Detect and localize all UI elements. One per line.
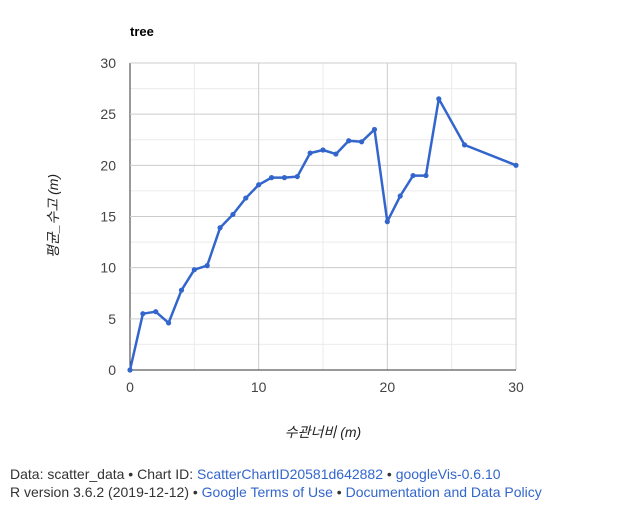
data-point[interactable]: [256, 182, 262, 188]
y-tick-label: 25: [100, 106, 116, 122]
data-point[interactable]: [153, 309, 159, 315]
data-point[interactable]: [384, 219, 390, 225]
data-point[interactable]: [191, 267, 197, 273]
y-tick-label: 30: [100, 55, 116, 71]
axis-tick-labels: 0 10 20 30 0 5 10 15 20 25 30: [100, 55, 524, 395]
data-point[interactable]: [178, 287, 185, 293]
y-tick-label: 15: [100, 209, 116, 225]
data-point[interactable]: [436, 96, 442, 102]
y-tick-label: 10: [100, 260, 116, 276]
chart-id-link[interactable]: ScatterChartID20581d642882: [196, 466, 384, 482]
data-point[interactable]: [230, 211, 236, 218]
data-point[interactable]: [307, 150, 313, 156]
y-tick-label: 20: [100, 157, 116, 173]
data-point[interactable]: [320, 147, 326, 153]
data-point[interactable]: [217, 225, 223, 231]
footer-r-version-text: R version 3.6.2 (2019-12-12) •: [10, 484, 202, 500]
y-tick-label: 0: [108, 362, 116, 378]
x-tick-label: 30: [508, 379, 524, 395]
footer-separator: •: [383, 466, 396, 482]
footer-separator: •: [332, 484, 346, 500]
x-tick-label: 10: [251, 379, 267, 395]
googlevis-link[interactable]: googleVis-0.6.10: [395, 466, 501, 482]
data-point[interactable]: [423, 172, 429, 179]
data-point[interactable]: [140, 311, 146, 317]
data-policy-link[interactable]: Documentation and Data Policy: [345, 484, 542, 500]
data-point[interactable]: [346, 138, 352, 144]
data-point[interactable]: [204, 263, 210, 269]
data-point[interactable]: [371, 126, 378, 133]
x-tick-label: 0: [126, 379, 134, 395]
data-point[interactable]: [127, 367, 133, 373]
data-point[interactable]: [513, 162, 519, 168]
data-point[interactable]: [268, 175, 275, 181]
y-tick-label: 5: [108, 311, 116, 327]
footer-line-1: Data: scatter_data • Chart ID: ScatterCh…: [10, 465, 542, 483]
data-point[interactable]: [281, 175, 287, 181]
data-point[interactable]: [397, 193, 403, 199]
data-point[interactable]: [359, 139, 365, 145]
data-point[interactable]: [461, 142, 468, 148]
footer-data-text: Data: scatter_data • Chart ID:: [10, 466, 197, 482]
chart-gridlines: [129, 62, 517, 371]
terms-of-use-link[interactable]: Google Terms of Use: [201, 484, 333, 500]
data-point[interactable]: [410, 172, 416, 179]
data-point[interactable]: [166, 320, 172, 326]
chart-footer: Data: scatter_data • Chart ID: ScatterCh…: [10, 465, 542, 501]
y-axis-title: 평균_수고 (m): [45, 174, 61, 258]
data-point[interactable]: [294, 173, 300, 180]
data-point[interactable]: [243, 195, 249, 201]
x-axis-title: 수관너비 (m): [285, 424, 361, 440]
footer-line-2: R version 3.6.2 (2019-12-12) • Google Te…: [10, 483, 542, 501]
data-point[interactable]: [333, 151, 339, 157]
chart-title: tree: [130, 24, 154, 39]
chart-series: [127, 96, 519, 373]
x-tick-label: 20: [380, 379, 396, 395]
scatter-chart: tree 0 10 20 30 0 5 10 15 20 25 30 수관너비 (m) 평균_수고 …: [45, 24, 524, 440]
